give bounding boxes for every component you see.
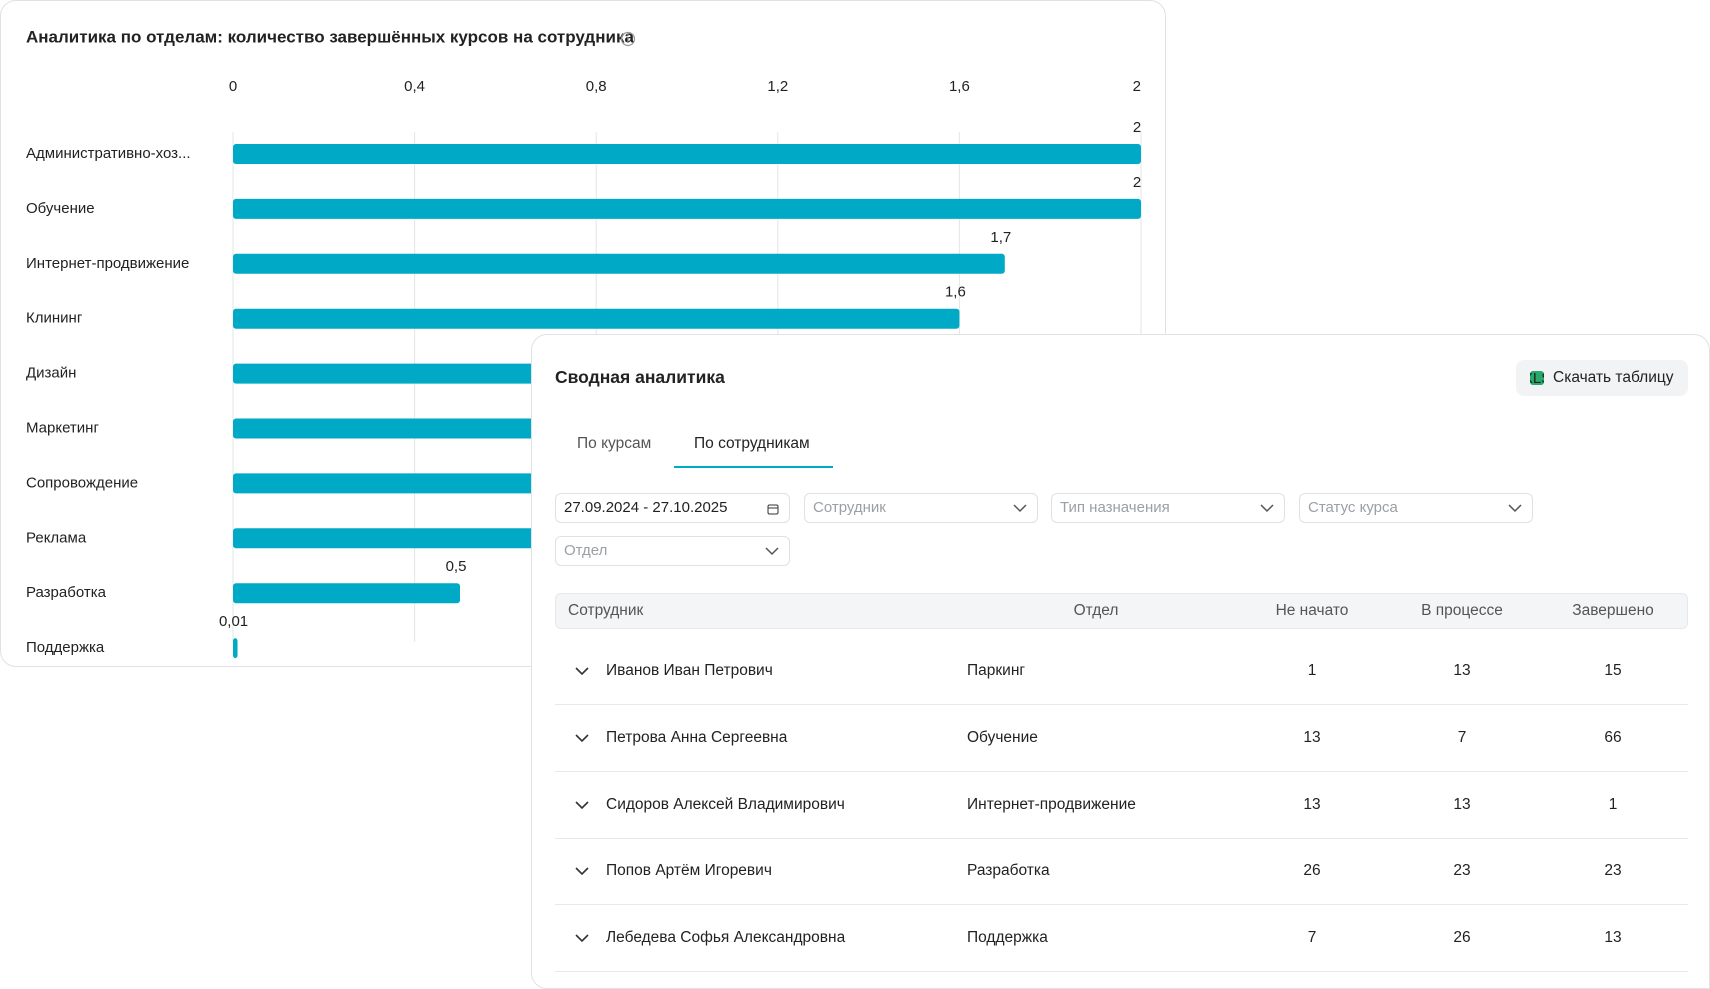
- table-cell: Поддержка: [967, 929, 1048, 947]
- table-cell: Лебедева Софья Александровна: [606, 929, 846, 947]
- bar: [233, 253, 1005, 274]
- tab[interactable]: По сотрудникам: [694, 435, 810, 452]
- summary-title: Сводная аналитика: [555, 367, 725, 387]
- employee-filter[interactable]: Сотрудник: [804, 493, 1038, 523]
- bar: [233, 144, 1141, 164]
- table-cell: 7: [1307, 929, 1317, 947]
- table-cell: 13: [1453, 662, 1471, 679]
- summary-card: Сводная аналитика XLS Скачать таблицу 27…: [531, 334, 1710, 989]
- row-separator: [555, 770, 1688, 772]
- tab-underline: [674, 466, 833, 468]
- chevron: [1013, 504, 1027, 513]
- chart-title: Аналитика по отделам: количество завершё…: [26, 27, 634, 46]
- category-label: Клининг: [26, 310, 83, 327]
- category-label: Административно-хоз...: [26, 145, 191, 162]
- table-cell: Сидоров Алексей Владимирович: [606, 795, 845, 813]
- expand-chevron[interactable]: [574, 666, 590, 676]
- category-label: Интернет-продвижение: [26, 255, 189, 272]
- table-cell: Обучение: [967, 728, 1038, 746]
- chevron: [1508, 504, 1522, 513]
- table-cell: Петрова Анна Сергеевна: [606, 728, 788, 746]
- table-cell: Интернет-продвижение: [967, 795, 1136, 813]
- tab[interactable]: По курсам: [577, 435, 652, 452]
- x-tick-label: 0,4: [404, 78, 425, 95]
- bar: [233, 583, 460, 604]
- column-header: Завершено: [1572, 602, 1654, 619]
- value-label: 0,5: [446, 558, 467, 575]
- table-header: [555, 593, 1688, 629]
- table-cell: 13: [1453, 795, 1471, 813]
- calendar-icon: [767, 504, 779, 515]
- download-label: Скачать таблицу: [1553, 369, 1674, 386]
- chevron: [1260, 504, 1274, 513]
- expand-chevron[interactable]: [574, 733, 590, 743]
- download-button[interactable]: XLS Скачать таблицу: [1516, 360, 1688, 396]
- assignment-filter[interactable]: Тип назначения: [1051, 493, 1285, 523]
- value-label: 2: [1133, 174, 1141, 191]
- placeholder: Отдел: [564, 542, 608, 559]
- xls-icon: XLS: [1530, 371, 1544, 385]
- chevron: [765, 547, 779, 556]
- table-cell: 1: [1608, 795, 1618, 813]
- placeholder: Сотрудник: [813, 499, 886, 516]
- category-label: Маркетинг: [26, 419, 99, 436]
- value-label: 2: [1133, 119, 1141, 136]
- table-cell: 26: [1303, 862, 1321, 880]
- row-separator: [555, 971, 1688, 973]
- x-tick-label: 0,8: [586, 78, 607, 95]
- column-header: Сотрудник: [568, 602, 644, 619]
- svg-text:XLS: XLS: [1530, 371, 1544, 385]
- table-cell: Иванов Иван Петрович: [606, 662, 773, 679]
- expand-chevron[interactable]: [574, 933, 590, 943]
- column-header: В процессе: [1421, 602, 1503, 619]
- column-header: Отдел: [1073, 602, 1119, 619]
- placeholder: Статус курса: [1308, 499, 1398, 516]
- expand-chevron[interactable]: [574, 866, 590, 876]
- table-cell: Попов Артём Игоревич: [606, 862, 772, 880]
- value-label: 0,01: [219, 613, 248, 630]
- bar: [233, 198, 1141, 219]
- row-separator: [555, 837, 1688, 839]
- bar: [233, 308, 960, 329]
- category-label: Разработка: [26, 584, 107, 601]
- x-tick-label: 1,2: [767, 78, 788, 95]
- table-cell: 13: [1303, 795, 1321, 813]
- row-separator: [555, 904, 1688, 906]
- category-label: Поддержка: [26, 639, 105, 656]
- table-cell: Паркинг: [967, 662, 1026, 679]
- category-label: Обучение: [26, 200, 95, 217]
- category-label: Реклама: [26, 529, 87, 546]
- table-cell: 26: [1453, 929, 1471, 947]
- table-cell: 15: [1604, 662, 1622, 679]
- category-label: Дизайн: [26, 365, 76, 382]
- table-cell: 66: [1604, 728, 1622, 746]
- table-cell: 7: [1457, 728, 1467, 746]
- status-filter[interactable]: Статус курса: [1299, 493, 1533, 523]
- department-filter[interactable]: Отдел: [555, 536, 790, 566]
- table-cell: 1: [1307, 662, 1317, 679]
- value-label: 1,7: [990, 229, 1011, 246]
- value-label: 1,6: [945, 284, 966, 301]
- column-header: Не начато: [1275, 602, 1349, 619]
- date-value: 27.09.2024 - 27.10.2025: [564, 499, 728, 516]
- date-filter[interactable]: 27.09.2024 - 27.10.2025: [555, 493, 790, 523]
- category-label: Сопровождение: [26, 474, 138, 491]
- row-separator: [555, 704, 1688, 705]
- table-cell: Разработка: [967, 862, 1050, 880]
- table-cell: 13: [1604, 929, 1622, 947]
- table-cell: 23: [1453, 862, 1471, 880]
- table-cell: 23: [1604, 862, 1622, 880]
- expand-chevron[interactable]: [574, 800, 590, 810]
- x-tick-label: 1,6: [949, 78, 970, 95]
- x-tick-label: 2: [1133, 78, 1141, 95]
- info-icon: [620, 31, 636, 47]
- table-cell: 13: [1303, 728, 1321, 746]
- x-tick-label: 0: [229, 78, 237, 95]
- placeholder: Тип назначения: [1060, 499, 1170, 516]
- bar: [233, 638, 238, 659]
